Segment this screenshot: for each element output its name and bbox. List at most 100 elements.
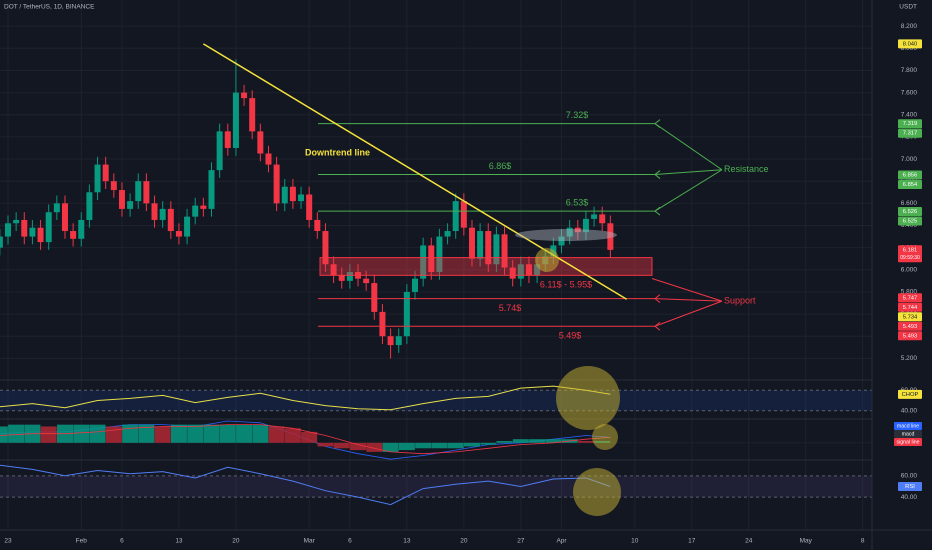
price-tag-bg: [898, 39, 922, 49]
macd-bar: [350, 442, 367, 451]
candle-body: [493, 234, 500, 265]
y-tick-label: 7.000: [901, 156, 918, 163]
macd-bar: [8, 424, 25, 443]
candle-body: [118, 190, 125, 209]
macd-bar: [447, 442, 464, 449]
macd-bar: [545, 439, 562, 443]
x-tick-label: 24: [745, 538, 753, 545]
macd-bar: [252, 424, 269, 443]
x-tick-label: 20: [232, 538, 240, 545]
candle-body: [273, 164, 280, 204]
macd-bar: [219, 424, 236, 443]
price-tag-bg: [898, 170, 922, 180]
indicator-line: [0, 424, 611, 455]
macd-bar: [366, 442, 383, 452]
candle-body: [53, 203, 60, 213]
x-tick-label: Apr: [556, 538, 567, 545]
highlight-circle: [573, 468, 621, 516]
price-tag-bg: [898, 321, 922, 331]
x-tick-label: 13: [175, 538, 183, 545]
x-tick-label: Mar: [304, 538, 316, 545]
candle-body: [184, 216, 191, 237]
legend-tag: RSI: [905, 484, 915, 490]
candle-body: [436, 236, 443, 273]
price-tag: 5.744: [903, 305, 918, 311]
price-tag-bg: [898, 216, 922, 226]
candle-body: [460, 201, 467, 228]
trend-label: Downtrend line: [305, 147, 370, 157]
candle-body: [232, 92, 239, 148]
callout-line: [654, 169, 723, 176]
level-label: 7.32$: [566, 110, 589, 120]
candle-body: [477, 231, 484, 259]
candle-body: [379, 311, 386, 337]
candle-body: [86, 192, 93, 220]
macd-bar: [333, 442, 350, 449]
x-tick-label: May: [800, 538, 813, 545]
macd-bar: [89, 424, 106, 443]
price-tag-bg: [898, 119, 922, 129]
price-tag: 5.493: [903, 324, 918, 330]
symbol-title: DOT / TetherUS, 1D, BINANCE: [4, 4, 95, 11]
macd-bar: [398, 442, 415, 451]
candle-body: [363, 278, 370, 284]
macd-bar: [284, 428, 301, 443]
x-tick-label: 6: [120, 538, 124, 545]
macd-bar: [138, 424, 155, 443]
candle-body: [395, 336, 402, 346]
price-tag-bg: [898, 245, 922, 263]
y-tick-label: 8.200: [901, 23, 918, 30]
y-tick-label: 60.00: [901, 473, 918, 480]
level-label: 6.86$: [489, 161, 512, 171]
y-tick-label: 40.00: [901, 408, 918, 415]
macd-bar: [463, 442, 480, 447]
candle-body: [346, 272, 353, 281]
price-tag-bg: [898, 207, 922, 217]
highlight-circle: [556, 366, 620, 430]
x-tick-label: 27: [517, 538, 525, 545]
y-tick-label: 6.000: [901, 267, 918, 274]
candle-body: [566, 227, 573, 237]
level-label: 5.49$: [559, 331, 582, 341]
macd-bar: [496, 441, 513, 443]
legend-tag-bg: [898, 389, 922, 399]
candle-body: [387, 336, 394, 346]
price-tag: 7.317: [903, 131, 918, 137]
x-tick-label: 6: [348, 538, 352, 545]
candle-body: [306, 194, 313, 220]
candle-body: [468, 227, 475, 259]
y-tick-label: 7.400: [901, 111, 918, 118]
candle-body: [45, 212, 52, 243]
level-label: 5.74$: [499, 303, 522, 313]
highlight-circle: [535, 248, 559, 272]
candle-body: [110, 181, 117, 191]
price-tag: 6.526: [903, 209, 918, 215]
candle-body: [0, 236, 3, 248]
price-tag-bg: [898, 331, 922, 341]
candle-body: [517, 264, 524, 279]
macd-bar: [187, 424, 204, 443]
price-tag-bg: [898, 302, 922, 312]
macd-bar: [0, 426, 8, 443]
candle-body: [330, 264, 337, 276]
price-tag: 7.319: [903, 121, 918, 127]
legend-tag: macd: [902, 431, 915, 437]
level-arrow: [654, 294, 661, 303]
legend-tag: macd line: [897, 423, 919, 429]
price-tag: 5.747: [903, 295, 918, 301]
price-tag-bg: [898, 179, 922, 189]
candle-body: [558, 236, 565, 246]
highlight-circle: [592, 424, 618, 450]
callout-label: Support: [724, 295, 756, 305]
candle-body: [127, 201, 134, 209]
candle-body: [607, 223, 614, 250]
macd-bar: [301, 431, 318, 443]
candle-body: [192, 205, 199, 217]
candle-body: [501, 234, 508, 268]
candle-body: [322, 231, 329, 265]
candle-body: [5, 223, 11, 237]
countdown: 09:59:30: [900, 255, 920, 261]
candle-body: [249, 98, 256, 132]
macd-bar: [317, 442, 334, 447]
